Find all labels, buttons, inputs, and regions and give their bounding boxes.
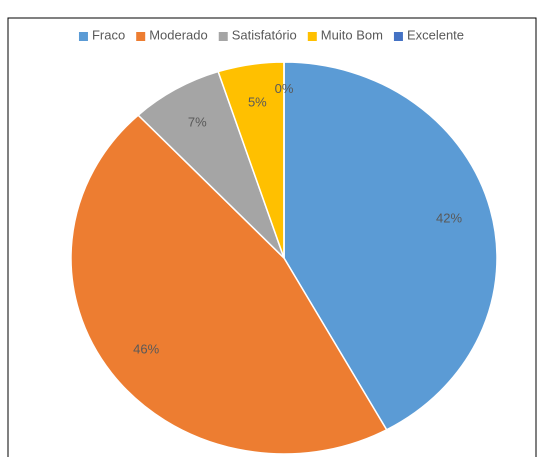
pie-slice (283, 61, 498, 431)
legend-label: Moderado (149, 27, 208, 42)
data-label: 46% (133, 342, 159, 357)
data-label: 42% (436, 210, 462, 225)
legend-label: Excelente (407, 27, 464, 42)
legend-label: Muito Bom (321, 27, 383, 42)
legend-swatch (307, 32, 317, 41)
legend-label: Satisfatório (232, 27, 297, 42)
legend-swatch (393, 32, 403, 41)
data-label: 7% (188, 114, 207, 129)
legend-swatch (136, 32, 146, 41)
legend-swatch (218, 32, 228, 41)
data-label: 5% (248, 95, 267, 110)
pie-slice (70, 114, 388, 455)
legend-swatch (78, 32, 88, 41)
data-label: 0% (275, 81, 294, 96)
legend-label: Fraco (92, 27, 125, 42)
